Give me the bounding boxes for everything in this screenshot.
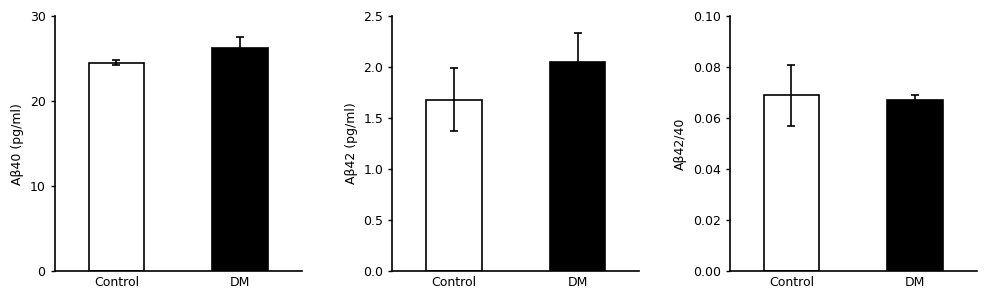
Bar bbox=[212, 48, 268, 271]
Y-axis label: Aβ40 (pg/ml): Aβ40 (pg/ml) bbox=[11, 103, 24, 184]
Y-axis label: Aβ42 (pg/ml): Aβ42 (pg/ml) bbox=[345, 103, 358, 184]
Bar bbox=[549, 62, 606, 271]
Bar bbox=[89, 63, 144, 271]
Y-axis label: Aβ42/40: Aβ42/40 bbox=[674, 117, 687, 170]
Bar bbox=[764, 95, 819, 271]
Bar bbox=[887, 100, 943, 271]
Bar bbox=[426, 100, 482, 271]
